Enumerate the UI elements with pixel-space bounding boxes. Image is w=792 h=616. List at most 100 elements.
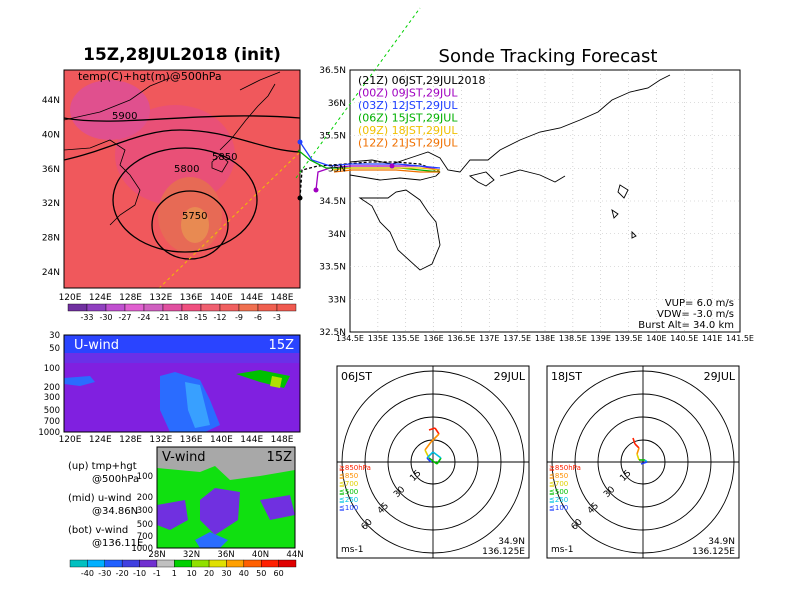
contour-label-5800: 5800 bbox=[174, 164, 199, 175]
hodograph-lat: 34.9N bbox=[708, 537, 735, 547]
map-colorbar-swatch bbox=[257, 303, 278, 312]
contour-label-5750: 5750 bbox=[182, 211, 207, 222]
tracking-lat-tick-label: 35N bbox=[328, 164, 346, 174]
uwind-x-tick-label: 132E bbox=[149, 435, 172, 445]
map-lat-tick-label: 40N bbox=[42, 130, 60, 140]
tracking-launch-list: (21Z) 06JST,29JUL2018(00Z) 09JST,29JUL(0… bbox=[358, 74, 485, 150]
tracking-lon-tick-label: 141.5E bbox=[726, 334, 754, 343]
vwind-colorbar: -40 -30 -20 -10 -1 1 10 20 30 40 50 60 bbox=[69, 559, 297, 578]
contour-label-5900: 5900 bbox=[112, 111, 137, 122]
hodograph-level-label: ≦700 bbox=[339, 480, 358, 488]
hodograph-date: 29JUL bbox=[704, 370, 736, 383]
hodograph-lon: 136.125E bbox=[482, 547, 525, 557]
map-colorbar-label: -18 bbox=[175, 313, 188, 322]
vwind-time: 15Z bbox=[267, 450, 293, 465]
hodograph-level-label: ≦850 bbox=[549, 472, 568, 480]
tracking-title: Sonde Tracking Forecast bbox=[439, 46, 658, 67]
map-lon-tick-label: 132E bbox=[149, 293, 172, 303]
uwind-jet-core bbox=[185, 382, 210, 428]
tracking-lat-tick-label: 35.5N bbox=[319, 132, 346, 142]
tracking-lon-axis: 134.5E 135E 135.5E 136E 136.5E 137E 137.5E 138E… bbox=[336, 334, 754, 343]
vwind-colorbar-label: -30 bbox=[98, 569, 111, 578]
vwind-colorbar-label: -20 bbox=[116, 569, 129, 578]
hodograph-unit: ms-1 bbox=[551, 545, 573, 555]
tracking-lon-tick-label: 139.5E bbox=[615, 334, 643, 343]
cross-section-line bbox=[158, 151, 300, 288]
vwind-y-tick-label: 200 bbox=[137, 493, 153, 503]
vwind-colorbar-swatch bbox=[69, 559, 88, 568]
hodograph-trace-segment bbox=[428, 457, 438, 465]
map-colorbar: -33 -30 -27 -24 -21 -18 -15 -12 -9 -6 -3 bbox=[67, 303, 297, 322]
map-lat-axis: 44N 40N 36N 32N 28N 24N bbox=[42, 96, 60, 278]
map-colorbar-label: -9 bbox=[235, 313, 243, 322]
tracking-panel bbox=[295, 7, 741, 333]
uwind-x-tick-label: 140E bbox=[210, 435, 233, 445]
hodograph-unit: ms-1 bbox=[341, 545, 363, 555]
param-vup: VUP= 6.0 m/s bbox=[665, 298, 734, 309]
vwind-y-tick-label: 300 bbox=[137, 506, 153, 516]
hodograph-lon: 136.125E bbox=[692, 547, 735, 557]
sonde-tracks bbox=[297, 141, 441, 199]
uwind-band-2 bbox=[64, 353, 300, 363]
vwind-y-axis: 100 200 300 500 700 1000 bbox=[131, 472, 153, 554]
vwind-colorbar-label: 20 bbox=[204, 569, 214, 578]
track-03z-end bbox=[297, 139, 303, 145]
uwind-x-axis: 120E 124E 128E 132E 136E 140E 144E 148E bbox=[59, 435, 294, 445]
vwind-purple-right bbox=[260, 495, 295, 520]
vwind-colorbar-label: 50 bbox=[256, 569, 266, 578]
tracking-lon-tick-label: 137.5E bbox=[503, 334, 531, 343]
map-colorbar-label: -15 bbox=[194, 313, 207, 322]
hodograph-trace-segment bbox=[636, 453, 640, 461]
hodograph-trace-segment bbox=[424, 441, 432, 451]
map-colorbar-swatch bbox=[67, 303, 88, 312]
uwind-y-tick-label: 700 bbox=[44, 417, 60, 427]
map-lat-tick-label: 44N bbox=[42, 96, 60, 106]
map-colorbar-label: -24 bbox=[137, 313, 150, 322]
uwind-x-tick-label: 124E bbox=[89, 435, 112, 445]
vwind-colorbar-swatch bbox=[121, 559, 140, 568]
uwind-x-tick-label: 120E bbox=[59, 435, 82, 445]
map-lat-tick-label: 32N bbox=[42, 199, 60, 209]
temp-field-low-center bbox=[181, 207, 209, 243]
vwind-colorbar-label: 40 bbox=[239, 569, 249, 578]
map-colorbar-swatch bbox=[276, 303, 297, 312]
map-lon-tick-label: 148E bbox=[271, 293, 294, 303]
launch-time-entry: (06Z) 15JST,29JUL bbox=[358, 112, 458, 125]
vwind-colorbar-label: -10 bbox=[133, 569, 146, 578]
vwind-blue-low bbox=[195, 532, 228, 548]
vwind-purple-core bbox=[200, 488, 240, 535]
uwind-y-tick-label: 500 bbox=[44, 406, 60, 416]
vwind-colorbar-swatch bbox=[226, 559, 245, 568]
uwind-x-tick-label: 144E bbox=[240, 435, 263, 445]
hodograph-level-label: ≦100 bbox=[549, 504, 568, 512]
launch-time-entry: (03Z) 12JST,29JUL bbox=[358, 99, 458, 112]
param-vdw: VDW= -3.0 m/s bbox=[657, 309, 734, 320]
uwind-label: U-wind bbox=[74, 338, 119, 353]
tracking-lat-tick-label: 32.5N bbox=[319, 328, 346, 338]
map-lon-tick-label: 120E bbox=[59, 293, 82, 303]
map-colorbar-label: -6 bbox=[254, 313, 262, 322]
vwind-x-tick-label: 44N bbox=[286, 550, 303, 560]
hodograph-trace-segment bbox=[436, 457, 442, 465]
map-colorbar-swatch bbox=[143, 303, 164, 312]
map-lon-tick-label: 144E bbox=[240, 293, 263, 303]
map-colorbar-swatch bbox=[105, 303, 126, 312]
tracking-lon-tick-label: 140E bbox=[646, 334, 666, 343]
uwind-yellow-patch bbox=[270, 376, 282, 388]
map-lat-tick-label: 24N bbox=[42, 268, 60, 278]
tracking-lon-tick-label: 135.5E bbox=[392, 334, 420, 343]
tracking-coastlines bbox=[349, 74, 671, 271]
track-burst-marker bbox=[389, 163, 395, 169]
coastlines bbox=[64, 71, 281, 226]
hodograph-time: 06JST bbox=[341, 370, 372, 383]
vwind-colorbar-label: 1 bbox=[172, 569, 177, 578]
tracking-lat-tick-label: 36N bbox=[328, 99, 346, 109]
tracking-lat-tick-label: 33N bbox=[328, 295, 346, 305]
vwind-colorbar-swatch bbox=[156, 559, 175, 568]
hodograph-time: 18JST bbox=[551, 370, 582, 383]
contour-5750 bbox=[151, 190, 229, 260]
launch-time-entry: (21Z) 06JST,29JUL2018 bbox=[358, 74, 485, 87]
hodograph-level-label: ≦500 bbox=[549, 488, 568, 496]
hodograph-trace-segment bbox=[636, 447, 640, 455]
